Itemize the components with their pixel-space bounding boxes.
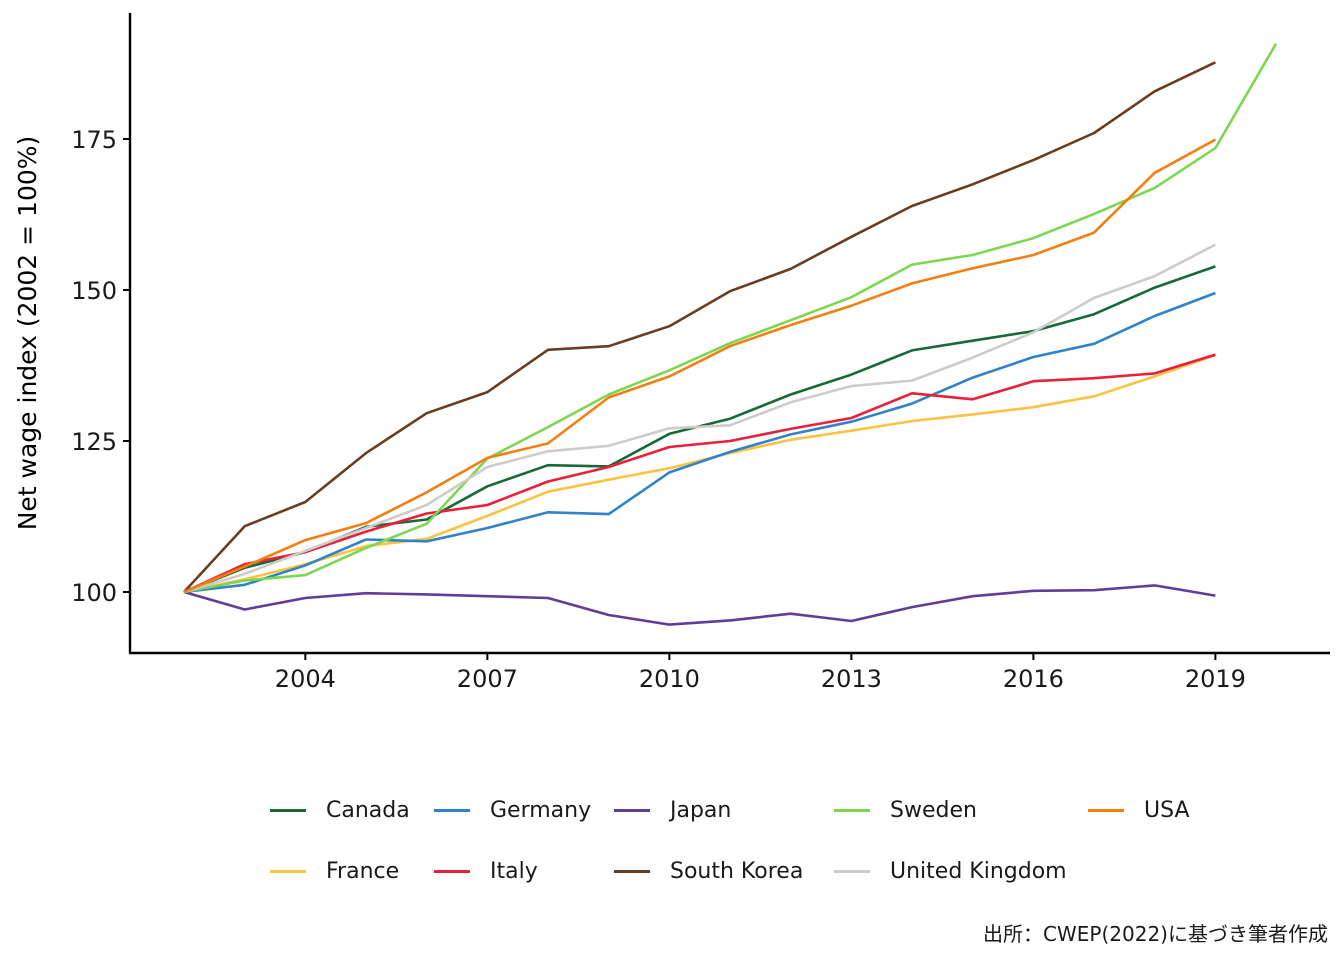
- series-line-japan: [183, 584, 1216, 626]
- y-tick-label: 125: [71, 428, 117, 456]
- y-axis-title: Net wage index (2002 = 100%): [13, 136, 42, 531]
- y-tick-label: 150: [71, 277, 117, 305]
- legend-swatch: [270, 869, 306, 873]
- x-tick-label: 2010: [639, 665, 700, 693]
- x-tick-label: 2016: [1003, 665, 1064, 693]
- legend-label: USA: [1144, 797, 1190, 823]
- y-tick-label: 100: [71, 579, 117, 607]
- legend-swatch: [270, 808, 306, 812]
- legend-item-south-korea: South Korea: [614, 851, 803, 891]
- legend-item-sweden: Sweden: [834, 790, 977, 830]
- legend-label: South Korea: [670, 858, 804, 884]
- x-tick-label: 2007: [457, 665, 518, 693]
- legend-label: Germany: [490, 797, 592, 823]
- legend-item-usa: USA: [1088, 790, 1190, 830]
- series-line-united-kingdom: [183, 243, 1216, 594]
- x-tick-label: 2004: [275, 665, 336, 693]
- legend-label: Italy: [490, 858, 538, 884]
- legend-label: Sweden: [890, 797, 977, 823]
- legend-swatch: [834, 808, 870, 812]
- legend-swatch: [614, 869, 650, 873]
- series-line-south-korea: [183, 61, 1216, 593]
- source-caption: 出所：CWEP(2022)に基づき筆者作成: [983, 922, 1328, 946]
- legend-label: Canada: [326, 797, 410, 823]
- legend-swatch: [1088, 808, 1124, 812]
- legend-item-france: France: [270, 851, 399, 891]
- legend-swatch: [434, 869, 470, 873]
- legend-swatch: [834, 869, 870, 873]
- series-line-italy: [183, 353, 1216, 594]
- series-line-france: [183, 353, 1216, 594]
- legend-item-canada: Canada: [270, 790, 410, 830]
- series-line-canada: [183, 265, 1216, 594]
- legend-label: United Kingdom: [890, 858, 1067, 884]
- legend-item-italy: Italy: [434, 851, 538, 891]
- legend-swatch: [614, 808, 650, 812]
- x-tick-label: 2013: [821, 665, 882, 693]
- y-tick-label: 175: [71, 126, 117, 154]
- plot-lines: [183, 42, 1278, 626]
- legend-item-japan: Japan: [614, 790, 731, 830]
- legend-item-united-kingdom: United Kingdom: [834, 851, 1067, 891]
- series-line-sweden: [183, 42, 1278, 594]
- y-ticks: 100 125 150 175: [71, 126, 130, 607]
- legend-label: Japan: [670, 797, 732, 823]
- series-line-usa: [183, 138, 1217, 594]
- legend-item-germany: Germany: [434, 790, 591, 830]
- legend-swatch: [434, 808, 470, 812]
- legend-label: France: [326, 858, 400, 884]
- x-tick-label: 2019: [1185, 665, 1246, 693]
- x-ticks: 2004 2007 2010 2013 2016 2019: [275, 653, 1246, 693]
- series-line-germany: [183, 291, 1216, 594]
